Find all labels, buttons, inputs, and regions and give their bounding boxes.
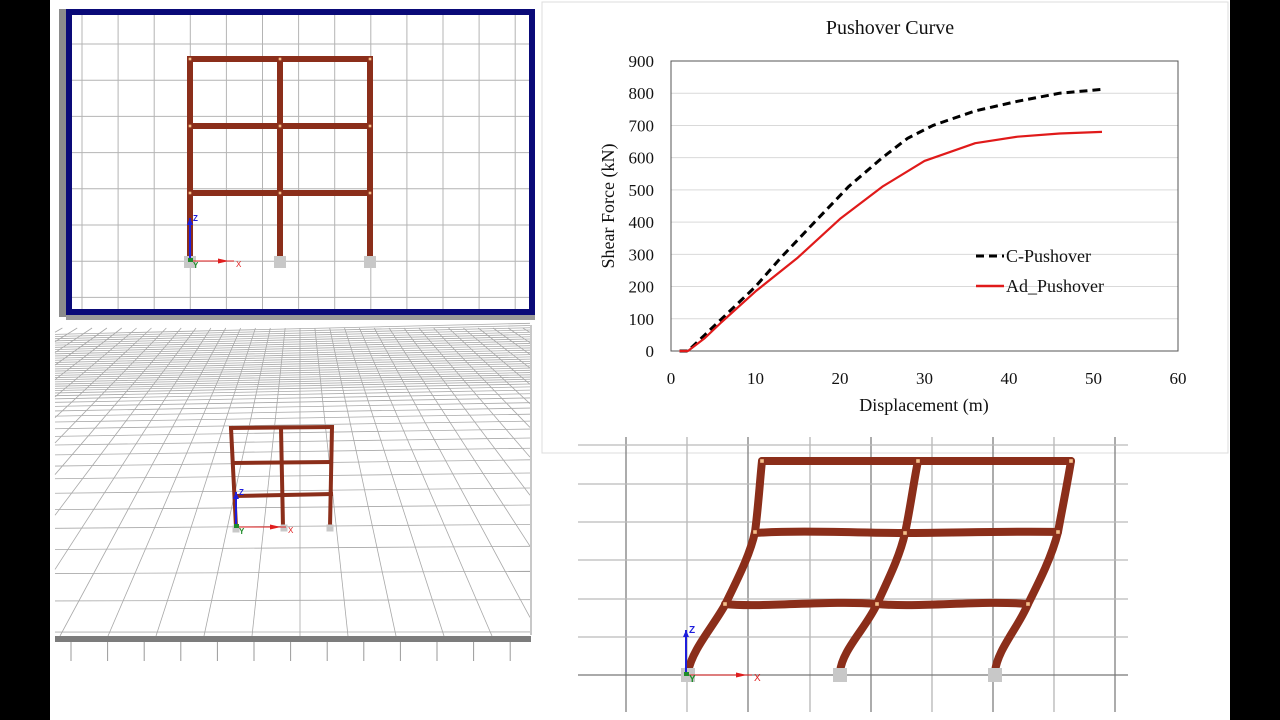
- slide-canvas: [50, 0, 1230, 720]
